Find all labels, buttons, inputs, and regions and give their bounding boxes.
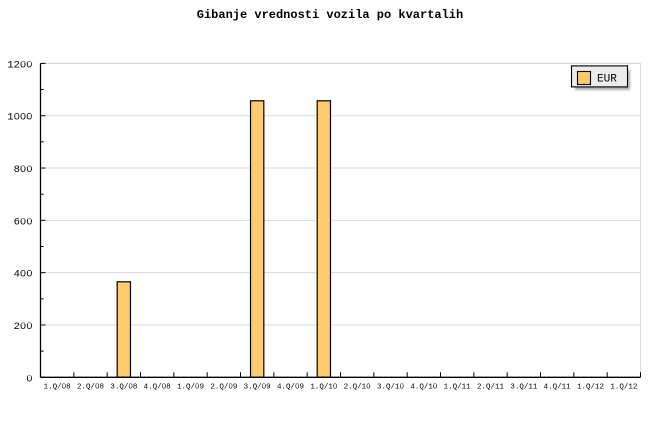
svg-text:2.Q/10: 2.Q/10 [344,383,372,391]
svg-text:4.Q/10: 4.Q/10 [410,383,438,391]
svg-text:0: 0 [26,373,32,385]
svg-text:3.Q/09: 3.Q/09 [244,383,271,391]
svg-text:1.Q/12: 1.Q/12 [577,383,604,391]
svg-text:1.Q/12: 1.Q/12 [610,383,637,391]
svg-text:2.Q/08: 2.Q/08 [77,383,104,391]
svg-text:4.Q/11: 4.Q/11 [544,383,572,391]
svg-text:2.Q/09: 2.Q/09 [210,383,237,391]
svg-text:1.Q/11: 1.Q/11 [444,383,472,391]
svg-text:3.Q/10: 3.Q/10 [377,383,405,391]
svg-text:1000: 1000 [7,112,32,124]
svg-text:2.Q/11: 2.Q/11 [477,383,505,391]
svg-text:4.Q/09: 4.Q/09 [277,383,304,391]
svg-text:1.Q/09: 1.Q/09 [177,383,204,391]
svg-text:3.Q/11: 3.Q/11 [510,383,538,391]
svg-text:600: 600 [14,216,33,228]
svg-text:800: 800 [14,164,33,176]
svg-text:EUR: EUR [597,73,617,85]
svg-text:400: 400 [14,269,33,281]
svg-text:4.Q/08: 4.Q/08 [144,383,171,391]
svg-text:1.Q/08: 1.Q/08 [44,383,71,391]
svg-text:1200: 1200 [7,59,32,71]
svg-text:1.Q/10: 1.Q/10 [310,383,338,391]
svg-text:200: 200 [14,321,33,333]
svg-text:3.Q/08: 3.Q/08 [110,383,137,391]
